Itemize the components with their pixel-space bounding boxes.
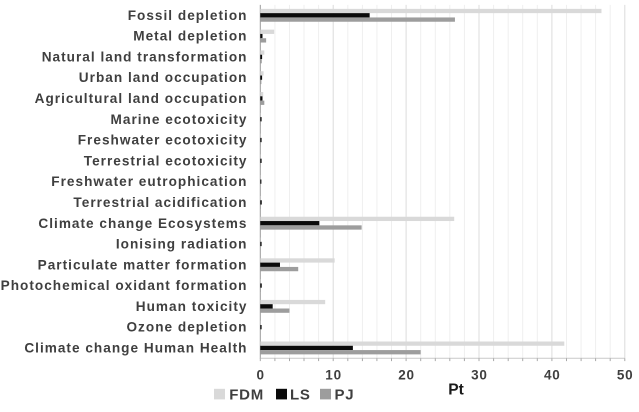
svg-text:PJ: PJ — [335, 386, 355, 403]
svg-text:Marine ecotoxicity: Marine ecotoxicity — [111, 112, 248, 127]
svg-text:Pt: Pt — [448, 382, 464, 399]
svg-text:Metal depletion: Metal depletion — [133, 29, 247, 44]
svg-text:Photochemical oxidant formatio: Photochemical oxidant formation — [1, 278, 248, 293]
svg-text:Freshwater eutrophication: Freshwater eutrophication — [51, 174, 247, 189]
svg-text:Particulate matter formation: Particulate matter formation — [38, 257, 248, 272]
svg-text:Freshwater ecotoxicity: Freshwater ecotoxicity — [78, 133, 248, 148]
svg-text:Agricultural land occupation: Agricultural land occupation — [35, 91, 248, 106]
svg-text:Climate change Human Health: Climate change Human Health — [24, 340, 247, 355]
svg-text:LS: LS — [290, 386, 311, 403]
svg-text:Human toxicity: Human toxicity — [136, 299, 248, 314]
svg-text:10: 10 — [325, 368, 342, 383]
svg-text:20: 20 — [398, 368, 415, 383]
svg-text:Ionising radiation: Ionising radiation — [116, 237, 248, 252]
svg-text:Climate change Ecosystems: Climate change Ecosystems — [38, 216, 247, 231]
svg-text:Natural land transformation: Natural land transformation — [42, 49, 248, 64]
svg-text:40: 40 — [544, 368, 561, 383]
svg-text:Terrestrial ecotoxicity: Terrestrial ecotoxicity — [84, 153, 248, 168]
svg-text:FDM: FDM — [229, 386, 264, 403]
svg-text:50: 50 — [617, 368, 634, 383]
svg-text:Urban land occupation: Urban land occupation — [79, 70, 248, 85]
svg-text:Fossil depletion: Fossil depletion — [128, 8, 248, 23]
svg-text:30: 30 — [471, 368, 488, 383]
svg-text:0: 0 — [257, 368, 265, 383]
svg-text:Ozone depletion: Ozone depletion — [126, 320, 247, 335]
svg-text:Terrestrial acidification: Terrestrial acidification — [73, 195, 247, 210]
